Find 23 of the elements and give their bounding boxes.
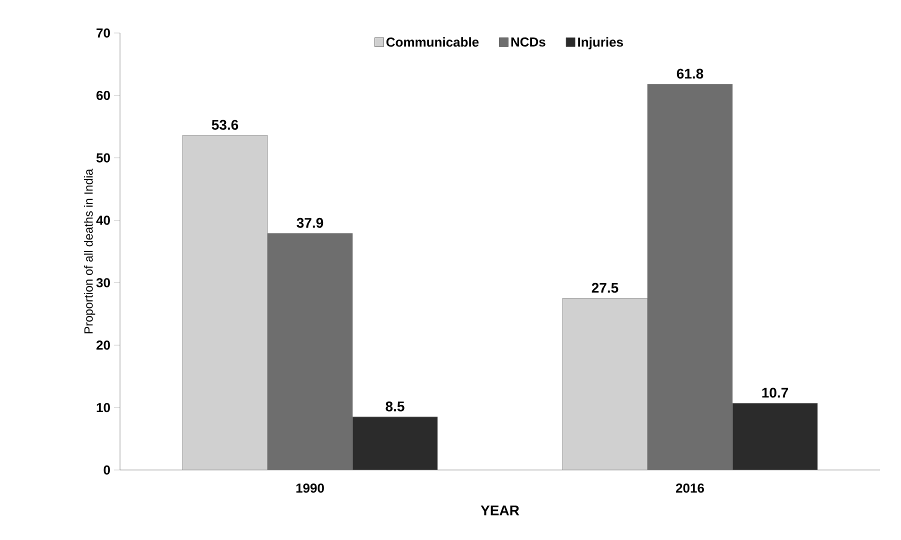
data-label: 8.5 (386, 401, 404, 412)
y-axis-title: Proportion of all deaths in India (84, 168, 96, 334)
data-label: 10.7 (762, 388, 788, 398)
bar (352, 416, 438, 470)
bar (732, 402, 818, 470)
y-tick-label: 20 (96, 340, 110, 350)
y-tick-label: 10 (96, 402, 110, 412)
legend-label: Communicable (386, 37, 479, 47)
data-label: 27.5 (592, 282, 618, 293)
data-label: 53.6 (212, 120, 238, 130)
y-tick-label: 40 (96, 216, 110, 225)
data-label: 37.9 (296, 218, 324, 228)
x-tick-label: 1990 (296, 484, 324, 493)
legend-label: NCDs (511, 37, 546, 47)
legend-label: Injuries (578, 37, 623, 50)
x-axis-title: YEAR (480, 506, 520, 516)
y-tick-label: 50 (96, 153, 110, 162)
data-label: 61.8 (676, 68, 704, 79)
y-tick-label: 30 (96, 278, 110, 288)
y-tick-label: 0 (104, 465, 110, 475)
y-tick-label: 60 (96, 90, 110, 100)
x-tick-label: 2016 (676, 484, 704, 493)
y-tick-label: 70 (96, 28, 110, 38)
